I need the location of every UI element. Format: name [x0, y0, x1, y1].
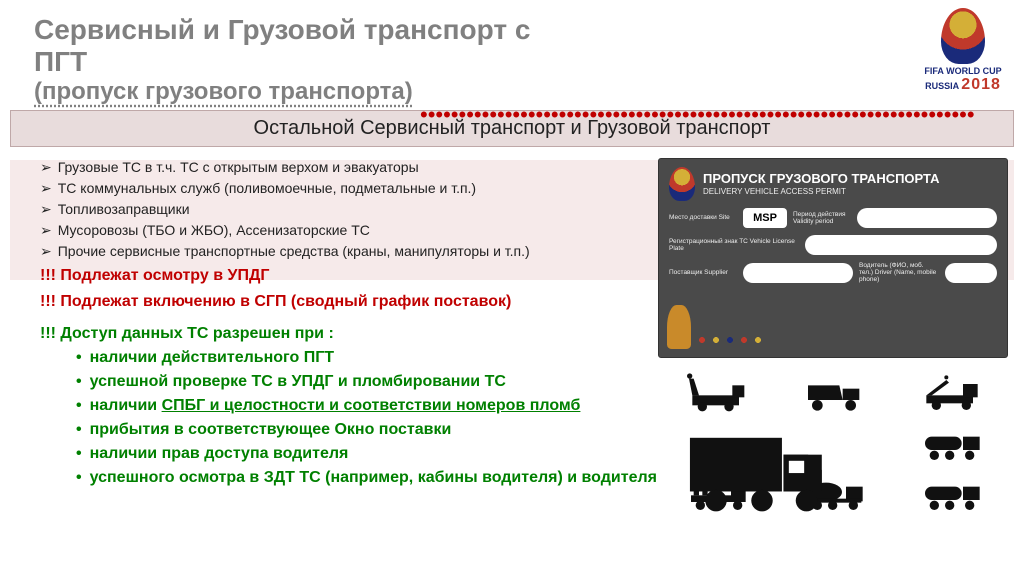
tanker-truck-icon	[919, 422, 987, 462]
permit-label-site: Место доставки Site	[669, 214, 737, 221]
trophy-icon	[669, 167, 695, 201]
permit-field	[743, 263, 853, 283]
permit-label-supplier: Поставщик Supplier	[669, 269, 737, 276]
access-item: • наличии прав доступа водителя	[56, 442, 660, 466]
permit-field	[805, 235, 997, 255]
list-text: Прочие сервисные транспортные средства (…	[58, 243, 530, 259]
title-line-2: ПГТ	[34, 46, 1024, 78]
access-text: наличии	[90, 397, 162, 414]
slide-title: Сервисный и Грузовой транспорт с ПГТ (пр…	[0, 0, 1024, 106]
warning-line: !!! Подлежат осмотру в УПДГ	[40, 264, 660, 288]
bullet-icon: •	[76, 421, 82, 438]
dump-truck-icon	[802, 372, 870, 412]
list-text: Мусоровозы (ТБО и ЖБО), Ассенизаторские …	[58, 222, 370, 238]
box-truck-icon	[682, 424, 842, 516]
crane-truck-icon	[685, 372, 753, 412]
trophy-icon	[667, 305, 691, 349]
warning-line: !!! Подлежат включению в СГП (сводный гр…	[40, 290, 660, 314]
permit-site-code: MSP	[743, 208, 787, 228]
list-item: ➢ Грузовые ТС в т.ч. ТС с открытым верхом…	[40, 157, 660, 178]
access-item: • наличии действительного ПГТ	[56, 346, 660, 370]
permit-field	[945, 263, 997, 283]
access-item: • успешной проверке ТС в УПДГ и пломбиров…	[56, 370, 660, 394]
fifa-logo: FIFA WORLD CUP RUSSIA 2018	[918, 8, 1008, 94]
permit-label-driver: Водитель (ФИО, моб. тел.) Driver (Name, …	[859, 262, 939, 283]
title-line-1: Сервисный и Грузовой транспорт с	[34, 14, 1024, 46]
dotted-divider: ••••••••••••••••••••••••••••••••••••••••…	[420, 102, 1014, 118]
access-item: • успешного осмотра в ЗДТ ТС (например, к…	[56, 466, 660, 490]
access-text: наличии действительного ПГТ	[90, 349, 334, 366]
chevron-icon: ➢	[40, 159, 52, 175]
permit-label-plate: Регистрационный знак ТС Vehicle License …	[669, 238, 799, 252]
trophy-icon	[941, 8, 985, 64]
list-item: ➢ Мусоровозы (ТБО и ЖБО), Ассенизаторские…	[40, 220, 660, 241]
bullet-icon: •	[76, 373, 82, 390]
access-text: прибытия в соответствующее Окно поставки	[90, 421, 452, 438]
permit-field	[857, 208, 997, 228]
list-item: ➢ Прочие сервисные транспортные средства …	[40, 241, 660, 262]
bullet-icon: •	[76, 469, 82, 486]
chevron-icon: ➢	[40, 201, 52, 217]
bullet-icon: •	[76, 349, 82, 366]
access-text: успешного осмотра в ЗДТ ТС (например, ка…	[90, 469, 657, 486]
list-item: ➢ ТС коммунальных служб (поливомоечные, п…	[40, 178, 660, 199]
access-text: наличии прав доступа водителя	[90, 445, 349, 462]
permit-subtitle: DELIVERY VEHICLE ACCESS PERMIT	[703, 187, 940, 196]
logo-brand: RUSSIA	[925, 81, 959, 91]
access-header: !!! Доступ данных ТС разрешен при :	[40, 322, 660, 346]
list-text: Грузовые ТС в т.ч. ТС с открытым верхом …	[58, 159, 419, 175]
list-item: ➢ Топливозаправщики	[40, 199, 660, 220]
bullet-icon: •	[76, 445, 82, 462]
list-text: Топливозаправщики	[58, 201, 190, 217]
bullet-icon: •	[76, 397, 82, 414]
list-text: ТС коммунальных служб (поливомоечные, по…	[58, 180, 476, 196]
permit-card: ПРОПУСК ГРУЗОВОГО ТРАНСПОРТА DELIVERY VE…	[658, 158, 1008, 358]
logo-year: 2018	[961, 76, 1001, 93]
access-underline: СПБГ и целостности и соответствии номеро…	[162, 397, 581, 414]
logo-caption: FIFA WORLD CUP	[918, 66, 1008, 76]
chevron-icon: ➢	[40, 222, 52, 238]
pattern-icon	[695, 331, 765, 349]
permit-title: ПРОПУСК ГРУЗОВОГО ТРАНСПОРТА	[703, 172, 940, 186]
content-block: ➢ Грузовые ТС в т.ч. ТС с открытым верхом…	[0, 153, 660, 490]
tanker-truck-icon	[919, 472, 987, 512]
chevron-icon: ➢	[40, 243, 52, 259]
access-text: успешной проверке ТС в УПДГ и пломбирова…	[90, 373, 506, 390]
access-item: • прибытия в соответствующее Окно поставк…	[56, 418, 660, 442]
permit-label-validity: Период действия Validity period	[793, 211, 851, 225]
chevron-icon: ➢	[40, 180, 52, 196]
access-item: • наличии СПБГ и целостности и соответств…	[56, 394, 660, 418]
tow-truck-icon	[919, 372, 987, 412]
